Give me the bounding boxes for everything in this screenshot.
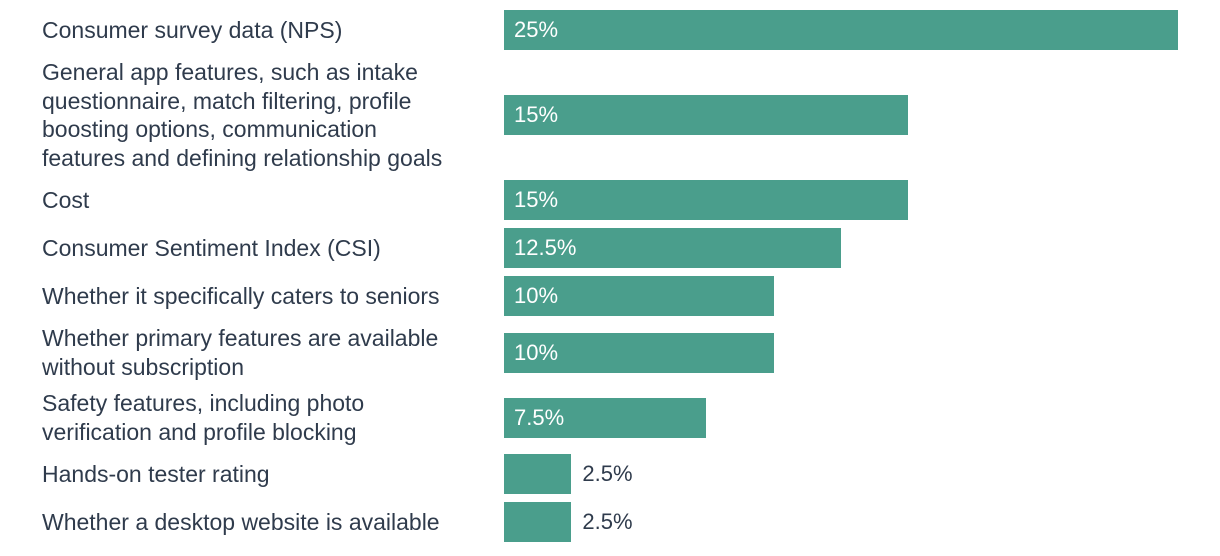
category-label: General app features, such as intake que… [42,59,443,171]
bar-row: Hands-on tester rating 2.5% [0,454,1220,494]
value-label: 2.5% [582,461,633,486]
value-label: 15% [514,102,559,127]
bar-row: Consumer Sentiment Index (CSI) 12.5% [0,228,1220,268]
bar [504,95,909,135]
value-label: 10% [514,283,559,308]
category-label: Consumer survey data (NPS) [42,16,343,43]
bar [504,454,572,494]
bar-row: Whether it specifically caters to senior… [0,276,1220,316]
bar [504,332,774,373]
bar [504,228,841,268]
value-label: 15% [514,187,559,212]
value-label: 12.5% [514,235,577,260]
bar [504,10,1178,50]
bar-row: Whether a desktop website is available 2.… [0,502,1220,542]
value-label: 2.5% [582,509,633,534]
bar [504,397,707,438]
bar-row: Safety features, including photo verific… [0,389,1220,446]
category-label: Whether a desktop website is available [42,508,440,535]
category-label: Whether it specifically caters to senior… [42,282,440,309]
value-label: 7.5% [514,404,565,430]
bar-row: General app features, such as intake que… [0,58,1220,172]
bar-row: Whether primary features are available w… [0,324,1220,381]
category-label: Whether primary features are available w… [42,325,439,380]
bar-row: Cost 15% [0,180,1220,220]
category-label: Hands-on tester rating [42,460,270,487]
category-label: Cost [42,186,90,213]
bar [504,180,909,220]
bar [504,276,774,316]
bar-row: Consumer survey data (NPS) 25% [0,10,1220,50]
category-label: Consumer Sentiment Index (CSI) [42,234,381,261]
value-label: 10% [514,339,559,365]
category-label: Safety features, including photo verific… [42,390,365,445]
value-label: 25% [514,17,559,42]
bar [504,502,572,542]
